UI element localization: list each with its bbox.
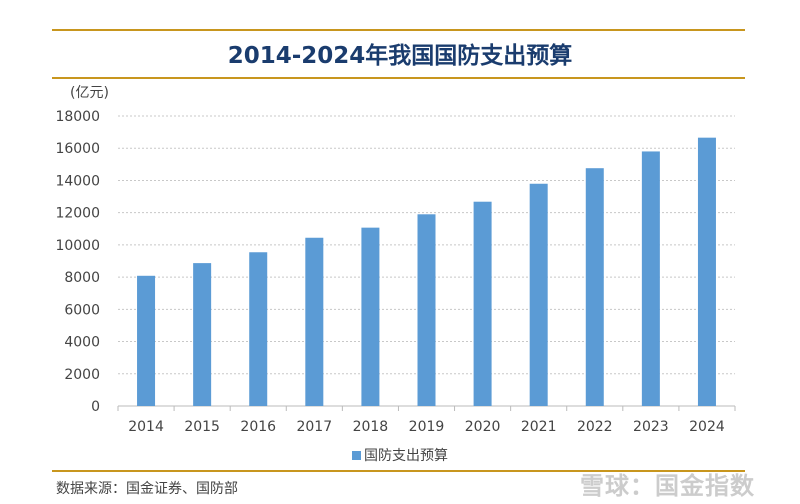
x-tick-label: 2016 [240, 419, 276, 435]
chart-title: 2014-2024年我国国防支出预算 [227, 43, 573, 69]
x-tick-label: 2021 [521, 419, 557, 435]
x-tick-label: 2019 [409, 419, 445, 435]
bar-2014 [137, 275, 156, 406]
bar-2022 [585, 168, 604, 406]
y-tick-label: 12000 [55, 206, 100, 222]
bar-2020 [473, 201, 492, 406]
y-tick-label: 14000 [55, 173, 100, 189]
y-tick-label: 4000 [64, 335, 100, 351]
legend-swatch [352, 451, 361, 460]
bar-2018 [361, 227, 380, 406]
legend: 国防支出预算 [0, 445, 800, 465]
y-tick-label: 0 [91, 399, 100, 415]
title-divider [52, 77, 745, 79]
bar-2019 [417, 214, 436, 406]
y-tick-label: 10000 [55, 238, 100, 254]
y-tick-label: 6000 [64, 302, 100, 318]
legend-label: 国防支出预算 [364, 448, 448, 464]
x-tick-label: 2023 [633, 419, 669, 435]
bar-2021 [529, 183, 548, 406]
y-axis-unit: (亿元) [70, 85, 109, 101]
bar-2024 [697, 137, 716, 407]
top-divider [52, 29, 745, 31]
x-tick-label: 2017 [296, 419, 332, 435]
y-tick-label: 16000 [55, 141, 100, 157]
x-tick-label: 2024 [689, 419, 725, 435]
plot-area: 0 2000 4000 6000 8000 10000 12000 14000 16000 180… [55, 109, 736, 435]
y-tick-label: 8000 [64, 270, 100, 286]
x-tick-label: 2022 [577, 419, 613, 435]
x-tick-label: 2020 [465, 419, 501, 435]
bar-2015 [193, 263, 212, 406]
source-note: 数据来源：国金证券、国防部 [56, 481, 238, 497]
bar-2023 [641, 151, 660, 406]
x-tick-label: 2015 [184, 419, 220, 435]
x-tick-label: 2018 [353, 419, 389, 435]
x-tick-label: 2014 [128, 419, 164, 435]
watermark: 雪球：国金指数 [580, 472, 755, 500]
y-tick-label: 18000 [55, 109, 100, 125]
bottom-divider [52, 470, 745, 472]
bar-2016 [249, 252, 268, 406]
bar-2017 [305, 237, 324, 406]
y-tick-label: 2000 [64, 367, 100, 383]
